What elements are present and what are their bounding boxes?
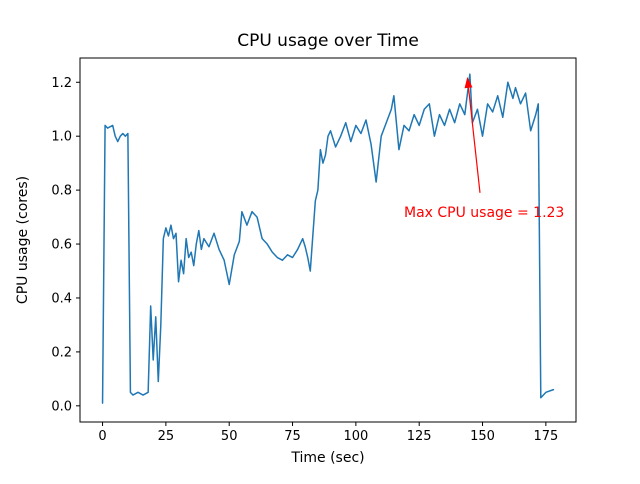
x-tick-label: 125 <box>407 429 432 444</box>
cpu-usage-line <box>101 73 555 404</box>
y-axis-ticks: 0.0 0.2 0.4 0.6 0.8 1.0 1.2 <box>51 76 80 414</box>
annotation-text: Max CPU usage = 1.23 <box>404 205 564 221</box>
x-tick-label: 50 <box>221 429 238 444</box>
y-tick-label: 0.2 <box>51 345 72 360</box>
x-tick-label: 0 <box>98 429 106 444</box>
chart-title: CPU usage over Time <box>237 31 419 51</box>
axes-spines <box>79 57 577 423</box>
x-tick-label: 75 <box>284 429 301 444</box>
y-tick-label: 0.6 <box>51 238 72 253</box>
x-axis-ticks: 0 25 50 75 100 125 150 175 <box>98 422 558 444</box>
y-tick-label: 0.4 <box>51 291 72 306</box>
x-tick-label: 150 <box>470 429 495 444</box>
annotation-arrow-line <box>467 87 481 193</box>
x-tick-label: 175 <box>533 429 558 444</box>
x-tick-label: 100 <box>343 429 368 444</box>
y-tick-label: 0.0 <box>51 399 72 414</box>
y-tick-label: 0.8 <box>51 184 72 199</box>
annotation-arrow-head <box>464 76 473 89</box>
y-tick-label: 1.0 <box>51 130 72 145</box>
x-axis-label: Time (sec) <box>290 450 364 466</box>
x-tick-label: 25 <box>158 429 175 444</box>
y-axis-label: CPU usage (cores) <box>15 176 31 304</box>
y-tick-label: 1.2 <box>51 76 72 91</box>
